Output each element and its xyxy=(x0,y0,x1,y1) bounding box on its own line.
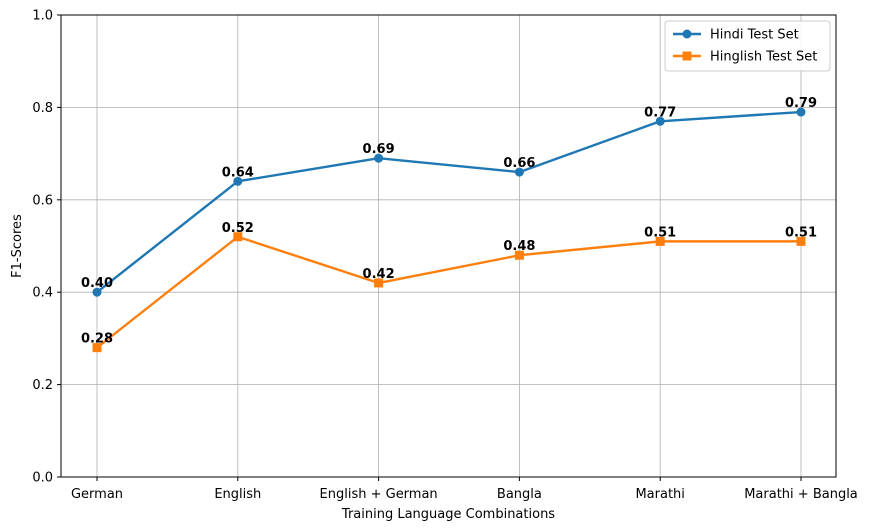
grid xyxy=(61,14,836,478)
x-tick-label: German xyxy=(71,487,123,502)
series-1 xyxy=(92,232,806,353)
data-point xyxy=(92,343,102,353)
x-tick-label: Marathi + Bangla xyxy=(744,487,858,502)
plot-area xyxy=(60,14,837,478)
data-point xyxy=(655,236,665,246)
data-label: 0.79 xyxy=(785,96,817,111)
series-line xyxy=(96,110,802,294)
series-line xyxy=(96,235,801,349)
y-tick-label: 0.0 xyxy=(32,471,53,486)
data-point xyxy=(374,278,384,288)
y-axis-title: F1-Scores xyxy=(10,214,25,278)
x-tick-label: English + German xyxy=(320,487,438,502)
legend-marker xyxy=(682,29,692,39)
y-tick-label: 0.2 xyxy=(32,378,53,393)
y-tick-label: 0.8 xyxy=(32,101,53,116)
axis-ticks: 0.0 0.2 0.4 0.6 0.8 1.0 German English English +… xyxy=(32,9,857,503)
data-point xyxy=(796,107,806,117)
data-label: 0.52 xyxy=(222,221,254,236)
legend: Hindi Test Set Hinglish Test Set xyxy=(664,20,831,72)
data-labels: 0.40 0.64 0.69 0.66 0.77 0.79 0.28 0.52 0.42 0.48… xyxy=(81,96,817,347)
data-point xyxy=(233,232,243,242)
x-tick-label: English xyxy=(214,487,261,502)
data-point xyxy=(796,236,806,246)
data-label: 0.51 xyxy=(785,225,817,240)
data-label: 0.64 xyxy=(222,165,254,180)
data-point xyxy=(92,287,102,297)
x-axis-title: Training Language Combinations xyxy=(341,507,555,522)
legend-item: Hinglish Test Set xyxy=(673,50,817,65)
x-tick-label: Bangla xyxy=(497,487,542,502)
data-label: 0.77 xyxy=(644,105,676,120)
data-label: 0.48 xyxy=(503,239,535,254)
data-label: 0.28 xyxy=(81,332,113,347)
data-point xyxy=(374,153,384,163)
y-tick-label: 1.0 xyxy=(32,9,53,24)
data-point xyxy=(655,116,665,126)
legend-label: Hinglish Test Set xyxy=(710,50,817,65)
data-label: 0.66 xyxy=(503,156,535,171)
data-point xyxy=(233,176,243,186)
data-label: 0.40 xyxy=(81,276,113,291)
data-point xyxy=(514,250,524,260)
legend-item: Hindi Test Set xyxy=(673,28,799,43)
legend-label: Hindi Test Set xyxy=(710,28,799,43)
data-label: 0.51 xyxy=(644,225,676,240)
x-tick-label: Marathi xyxy=(635,487,684,502)
y-tick-label: 0.4 xyxy=(32,286,53,301)
legend-box xyxy=(664,20,831,72)
legend-marker xyxy=(682,51,692,61)
data-point xyxy=(514,167,524,177)
y-tick-label: 0.6 xyxy=(32,193,53,208)
data-label: 0.42 xyxy=(363,267,395,282)
series xyxy=(92,107,806,353)
series-0 xyxy=(92,107,806,297)
data-label: 0.69 xyxy=(363,142,395,157)
